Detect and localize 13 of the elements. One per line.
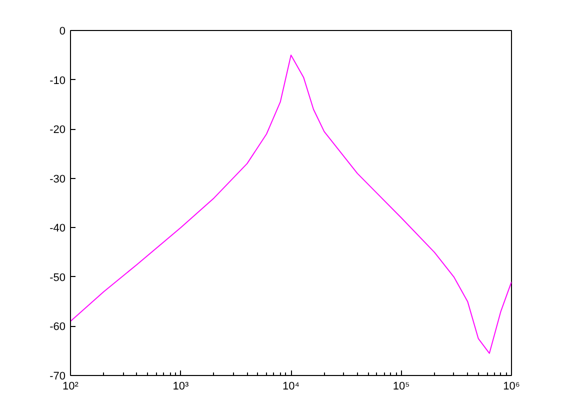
y-tick-label: -20 [50,124,66,136]
x-tick-label: 10⁶ [503,380,520,392]
y-tick-label: 0 [59,26,66,38]
y-tick-label: -30 [50,173,66,186]
y-tick-label: -60 [50,321,66,334]
x-tick-label: 10² [62,380,79,392]
y-tick-label: -10 [50,74,66,87]
x-tick-label: 10⁵ [392,380,410,392]
x-tick-label: 10³ [172,380,190,392]
x-tick-label: 10⁴ [282,380,300,392]
y-tick-label: -40 [50,222,66,235]
y-tick-label: -50 [50,272,66,284]
y-tick-label: -70 [50,370,66,382]
